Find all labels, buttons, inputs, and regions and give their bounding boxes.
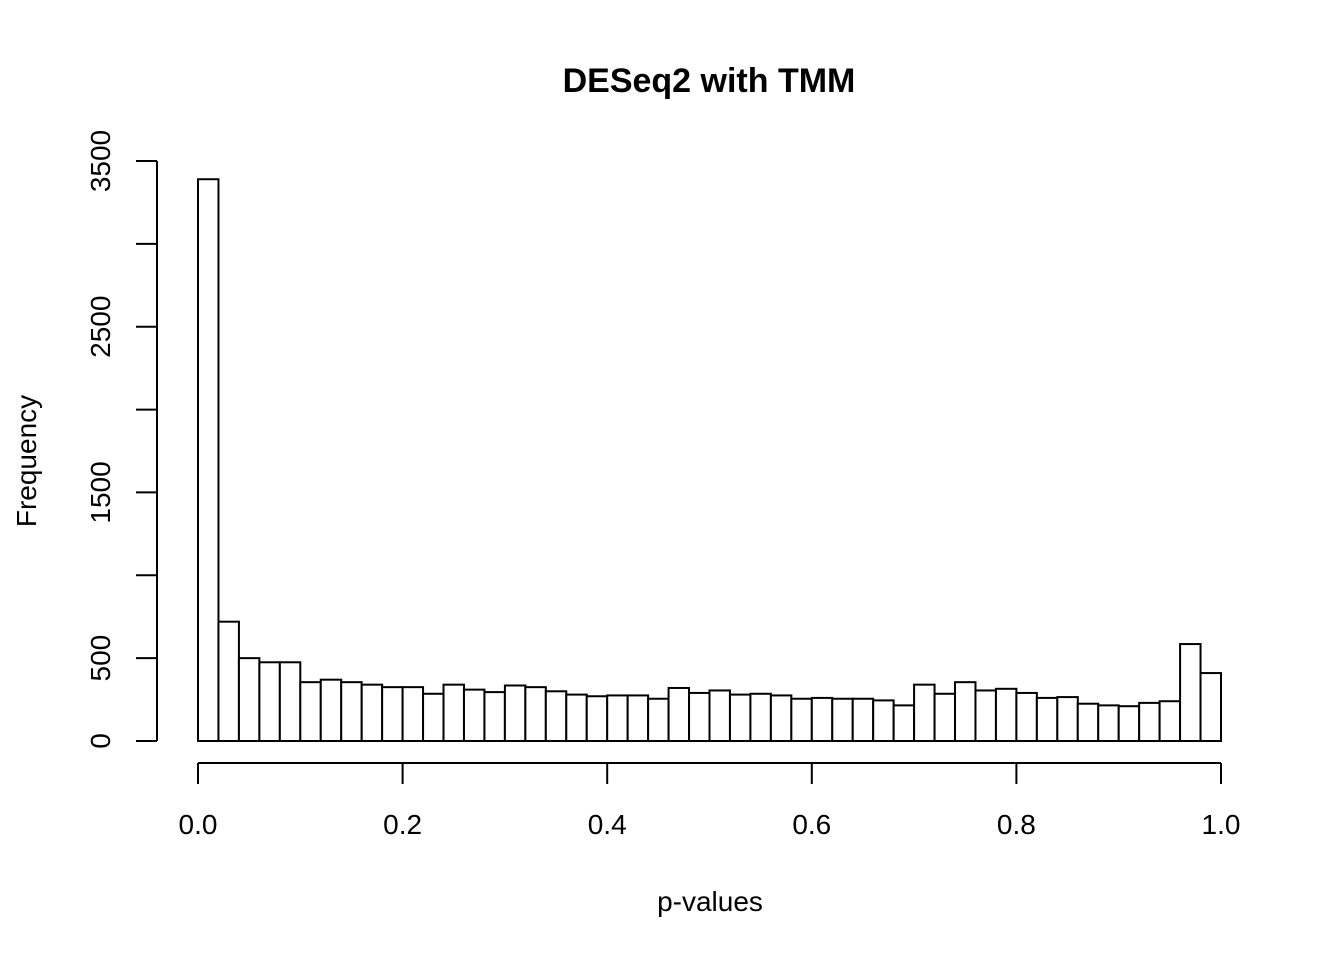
histogram-bar	[422, 692, 445, 742]
histogram-bar	[851, 697, 875, 742]
histogram-bar	[442, 683, 465, 743]
histogram-bar	[217, 620, 240, 743]
y-tick-label: 0	[85, 733, 116, 749]
histogram-bar	[647, 697, 670, 742]
histogram-bar	[483, 691, 506, 742]
histogram-bar	[319, 678, 343, 743]
chart-title: DESeq2 with TMM	[563, 62, 856, 100]
histogram-bar	[1117, 705, 1141, 743]
histogram-bar	[688, 691, 711, 743]
histogram-bar	[360, 683, 384, 743]
histogram-bar	[503, 684, 527, 743]
x-axis: 0.0 0.2 0.4 0.6 0.8 1.0	[179, 762, 1241, 840]
histogram-bar	[831, 697, 854, 742]
histogram-bar	[933, 692, 957, 742]
histogram-bar	[892, 704, 916, 742]
y-axis: 0 500 1500 2500 3500	[85, 130, 158, 749]
histogram-bar	[278, 661, 302, 742]
histogram-bar	[544, 690, 568, 742]
histogram-bar	[585, 695, 609, 742]
histogram-bar	[1076, 702, 1100, 743]
y-tick-label: 3500	[85, 130, 116, 192]
histogram-bar	[667, 686, 691, 743]
histogram-bar	[769, 694, 793, 743]
histogram-bar	[381, 686, 404, 743]
histogram-bar	[790, 697, 813, 742]
y-tick-label: 500	[85, 635, 116, 682]
x-tick-label: 0.8	[997, 809, 1036, 840]
histogram-bar	[1199, 672, 1223, 742]
histogram-bar	[913, 683, 936, 743]
x-axis-label: p-values	[657, 886, 763, 917]
histogram-bar	[401, 686, 425, 743]
histogram-bar	[749, 692, 772, 742]
y-axis-label: Frequency	[11, 395, 42, 527]
histogram-bar	[340, 681, 363, 743]
histogram-bar	[606, 694, 629, 743]
histogram-bar	[197, 178, 220, 742]
x-tick-label: 1.0	[1202, 809, 1241, 840]
histogram-bar	[1015, 691, 1038, 743]
histogram-bar	[728, 693, 752, 742]
histogram-bar	[565, 693, 588, 742]
histogram-bar	[299, 681, 322, 743]
x-tick-label: 0.2	[383, 809, 422, 840]
histogram-bar	[954, 681, 977, 743]
histogram-bar	[1158, 700, 1182, 743]
histogram-bar	[237, 657, 261, 743]
histogram-bar	[462, 688, 486, 743]
histogram-bar	[1138, 701, 1161, 743]
histogram-bar	[1056, 696, 1079, 742]
x-tick-label: 0.0	[179, 809, 218, 840]
histogram-bar	[1097, 704, 1120, 742]
histogram-bar	[1035, 696, 1059, 743]
histogram-bar	[1179, 643, 1202, 742]
x-tick-label: 0.4	[588, 809, 627, 840]
histogram-bar	[810, 696, 834, 743]
histogram-bar	[974, 689, 997, 743]
x-tick-label: 0.6	[792, 809, 831, 840]
histogram-bar	[994, 687, 1018, 742]
histogram-bars	[197, 178, 1223, 743]
histogram-bar	[872, 699, 895, 743]
y-tick-label: 2500	[85, 296, 116, 358]
histogram-bar	[708, 689, 731, 743]
y-tick-label: 1500	[85, 461, 116, 523]
histogram-bar	[524, 686, 547, 743]
histogram-bar	[626, 694, 650, 743]
histogram-bar	[258, 661, 281, 742]
